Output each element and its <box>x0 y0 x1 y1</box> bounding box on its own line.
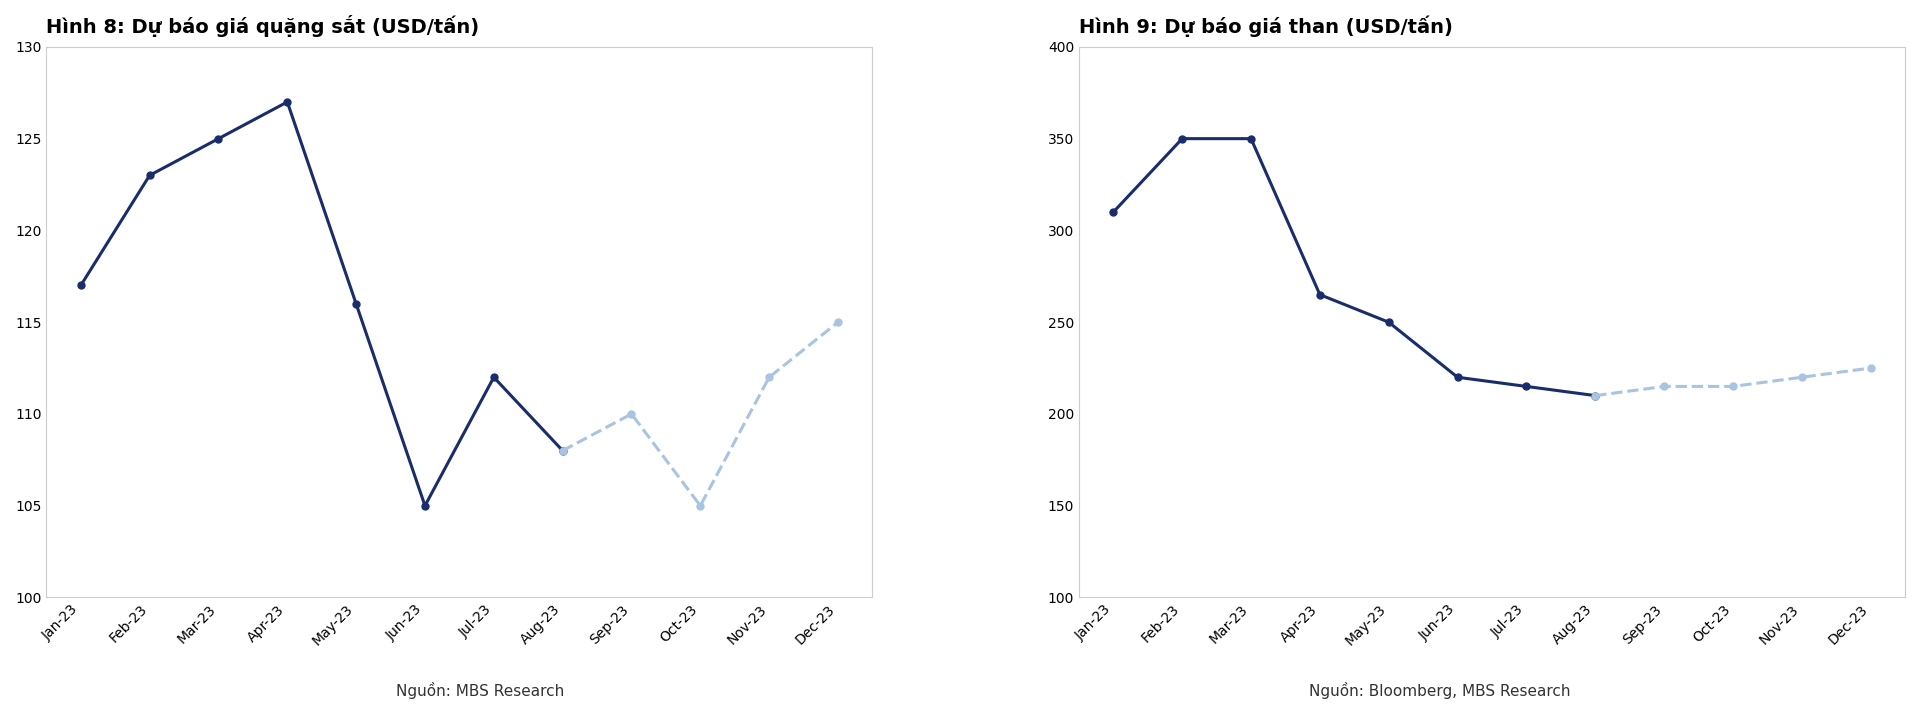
Text: Hình 8: Dự báo giá quặng sắt (USD/tấn): Hình 8: Dự báo giá quặng sắt (USD/tấn) <box>46 15 480 37</box>
Text: Nguồn: MBS Research: Nguồn: MBS Research <box>396 682 564 699</box>
Text: Nguồn: Bloomberg, MBS Research: Nguồn: Bloomberg, MBS Research <box>1309 682 1571 699</box>
Text: Hình 9: Dự báo giá than (USD/tấn): Hình 9: Dự báo giá than (USD/tấn) <box>1079 15 1453 37</box>
